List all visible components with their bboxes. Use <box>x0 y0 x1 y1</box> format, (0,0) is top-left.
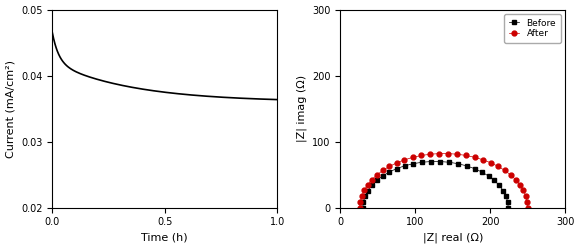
After <box>501 169 508 172</box>
Before <box>445 161 452 164</box>
After <box>472 156 478 159</box>
After <box>436 152 443 155</box>
Legend: Before, After: Before, After <box>504 14 561 43</box>
After <box>364 184 371 187</box>
After <box>463 154 470 157</box>
After <box>401 158 408 161</box>
Before <box>455 162 462 165</box>
Before <box>360 200 367 203</box>
After <box>386 165 393 168</box>
After <box>427 153 434 156</box>
Before <box>500 189 507 192</box>
Y-axis label: Current (mA/cm²): Current (mA/cm²) <box>6 60 16 158</box>
After <box>393 161 400 164</box>
X-axis label: Time (h): Time (h) <box>142 233 188 243</box>
Line: After: After <box>357 151 530 210</box>
Before <box>485 175 492 178</box>
After <box>409 156 416 159</box>
Before <box>491 179 498 182</box>
Before <box>505 206 512 209</box>
Y-axis label: |Z| imag (Ω): |Z| imag (Ω) <box>296 75 306 142</box>
Before <box>504 200 511 203</box>
After <box>379 169 386 172</box>
Before <box>463 164 470 167</box>
After <box>445 152 452 155</box>
After <box>520 189 527 192</box>
Before <box>401 164 408 167</box>
Before <box>379 175 386 178</box>
Line: Before: Before <box>360 159 511 210</box>
Before <box>368 184 375 187</box>
After <box>524 200 531 203</box>
After <box>454 153 461 156</box>
Before <box>471 167 478 170</box>
Before <box>427 160 434 163</box>
After <box>357 200 364 203</box>
Before <box>361 195 368 198</box>
Before <box>502 195 509 198</box>
After <box>361 189 368 192</box>
After <box>356 206 363 209</box>
After <box>358 194 365 197</box>
After <box>368 178 375 181</box>
X-axis label: |Z| real (Ω): |Z| real (Ω) <box>423 233 483 244</box>
Before <box>409 162 416 165</box>
Before <box>478 171 485 174</box>
Before <box>496 184 503 187</box>
After <box>487 161 494 164</box>
After <box>512 178 519 181</box>
Before <box>437 160 444 163</box>
After <box>418 154 425 157</box>
Before <box>373 179 380 182</box>
After <box>524 206 531 209</box>
After <box>374 173 380 176</box>
Before <box>360 206 367 209</box>
Before <box>364 189 371 192</box>
Before <box>393 167 400 170</box>
After <box>523 194 530 197</box>
After <box>517 184 524 187</box>
After <box>480 158 487 161</box>
Before <box>386 171 393 174</box>
Before <box>418 161 425 164</box>
After <box>507 173 514 176</box>
After <box>495 165 502 168</box>
